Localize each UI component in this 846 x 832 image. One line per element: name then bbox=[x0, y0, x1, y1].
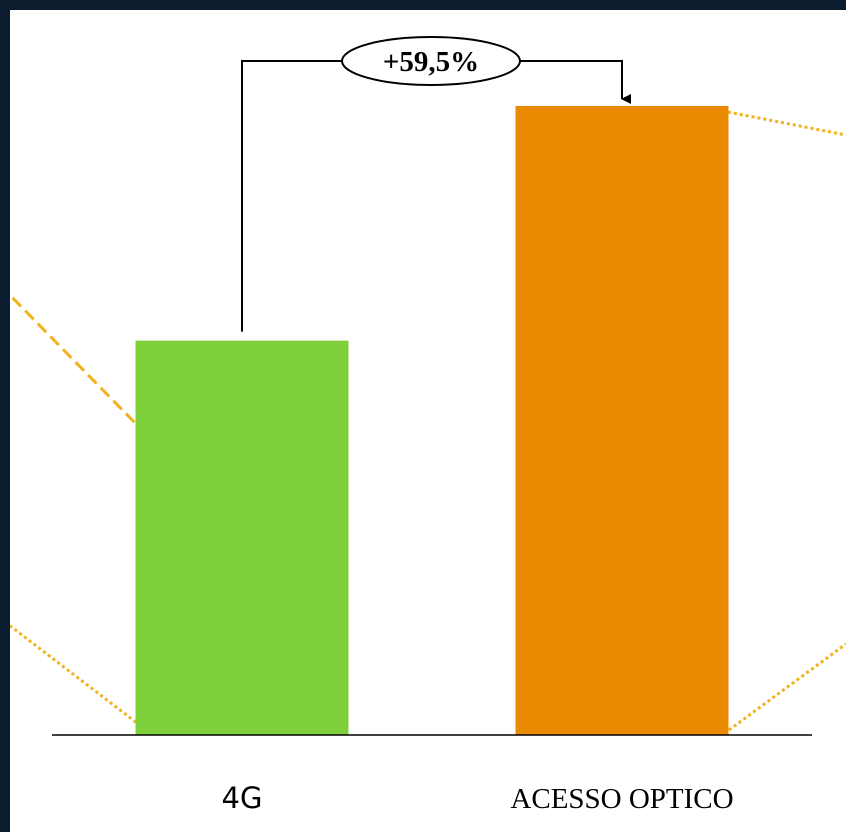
growth-annotation: +59,5% bbox=[241, 36, 631, 332]
bar-4g bbox=[135, 340, 349, 735]
decor-line-right-bottom-dotted bbox=[728, 642, 846, 732]
decorative-lines bbox=[10, 110, 846, 732]
category-labels: 4G ACESSO OPTICO bbox=[222, 781, 734, 815]
chart-panel: 4G ACESSO OPTICO +59,5% bbox=[10, 10, 846, 832]
growth-badge bbox=[341, 36, 521, 86]
bar-chart: 4G ACESSO OPTICO +59,5% bbox=[10, 36, 846, 815]
decor-line-left-dotted bbox=[10, 623, 138, 725]
bars-group bbox=[135, 106, 729, 735]
category-label-acesso-optico: ACESSO OPTICO bbox=[510, 783, 733, 815]
growth-badge-text: +59,5% bbox=[383, 46, 479, 78]
decor-line-right-top-dotted bbox=[727, 110, 846, 137]
bar-acesso-optico bbox=[515, 106, 729, 735]
category-label-4g: 4G bbox=[222, 781, 263, 815]
decor-line-left-dashed bbox=[10, 293, 145, 433]
